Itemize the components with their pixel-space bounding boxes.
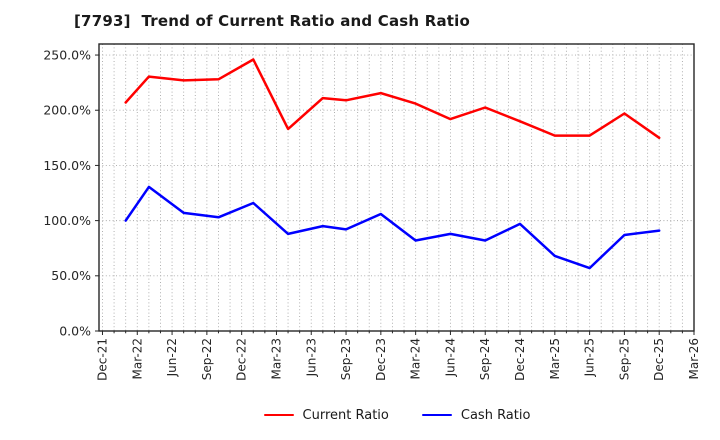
x-tick-label: Sep-24 <box>478 338 492 380</box>
y-tick-label: 250.0% <box>43 47 91 62</box>
y-axis-labels: 0.0% 50.0% 100.0% 150.0% 200.0% 250.0% <box>43 47 91 338</box>
legend-label-cash-ratio: Cash Ratio <box>460 407 531 423</box>
x-tick-label: Sep-22 <box>200 338 214 380</box>
legend-label-current-ratio: Current Ratio <box>302 407 389 423</box>
plot-border <box>98 43 695 332</box>
x-tick-label: Jun-25 <box>583 338 597 377</box>
x-tick-label: Sep-23 <box>339 338 353 380</box>
y-tick-label: 0.0% <box>59 323 91 338</box>
x-tick-label: Mar-22 <box>130 338 144 379</box>
x-tick-label: Dec-24 <box>513 338 527 381</box>
x-tick-label: Jun-23 <box>304 338 318 377</box>
legend-item-current-ratio: Current Ratio <box>263 407 389 423</box>
x-tick-label: Dec-25 <box>652 338 666 381</box>
x-tick-label: Dec-22 <box>235 338 249 381</box>
current-ratio-line-swatch <box>263 413 294 417</box>
y-tick-label: 200.0% <box>43 103 91 118</box>
x-tick-label: Mar-26 <box>687 338 701 379</box>
x-tick-label: Jun-22 <box>165 338 179 377</box>
x-tick-label: Jun-24 <box>443 338 457 377</box>
chart-legend: Current Ratio Cash Ratio <box>0 403 720 427</box>
x-axis-labels: Dec-21 Mar-22 Jun-22 Sep-22 Dec-22 Mar-23 Jun-… <box>95 338 701 381</box>
cash-ratio-line-swatch <box>421 413 452 417</box>
y-tick-label: 50.0% <box>51 268 91 283</box>
series-line-cash-ratio <box>124 185 661 270</box>
gridlines <box>99 44 695 331</box>
chart-title: [7793] Trend of Current Ratio and Cash R… <box>74 12 470 30</box>
y-tick-label: 150.0% <box>43 158 91 173</box>
legend-item-cash-ratio: Cash Ratio <box>421 407 531 423</box>
x-tick-label: Dec-21 <box>95 338 109 381</box>
x-tick-label: Mar-23 <box>269 338 283 379</box>
x-tick-label: Mar-24 <box>409 338 423 379</box>
x-tick-label: Sep-25 <box>617 338 631 380</box>
x-tick-label: Dec-23 <box>374 338 388 381</box>
series-line-current-ratio <box>124 58 661 140</box>
y-tick-label: 100.0% <box>43 213 91 228</box>
x-tick-label: Mar-25 <box>548 338 562 379</box>
